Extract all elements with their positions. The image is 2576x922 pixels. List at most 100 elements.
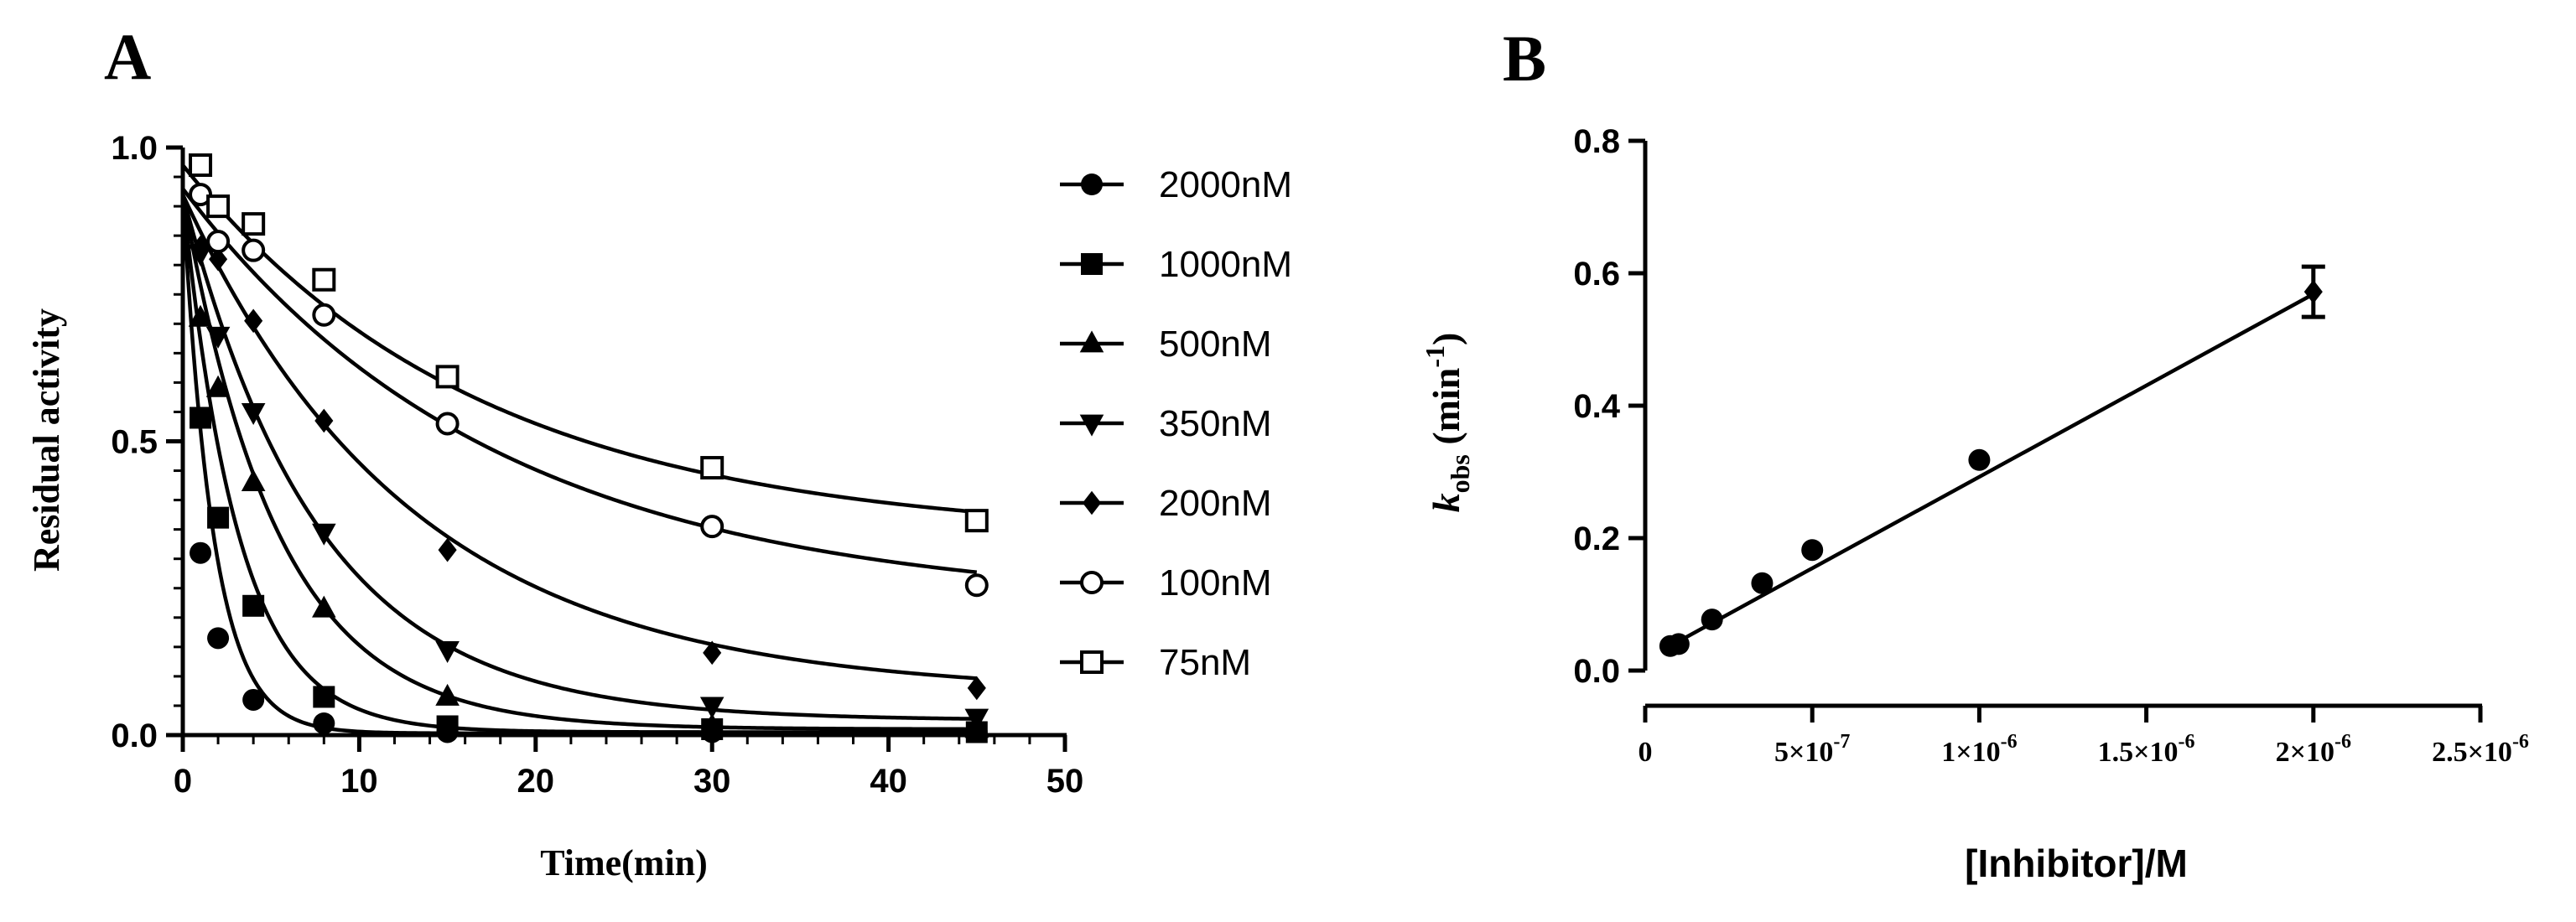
legend-marker [1081,174,1103,195]
point-500nM [699,712,724,735]
panel-b-point [1968,448,1991,471]
panel-b-x-tick-label: 1.5×10-6 [2098,731,2195,768]
legend-marker [1080,650,1104,674]
panel-b-x-axis-label: [Inhibitor]/M [1965,842,2188,885]
legend-item-2000nM: 2000nM [1060,164,1292,205]
legend-label: 350nM [1159,403,1272,444]
panel-b-x-tick-label: 5×10-7 [1774,731,1850,768]
legend-item-200nM: 200nM [1060,483,1272,524]
panel-b-y-label-k: k [1425,493,1467,512]
point-1000nM [242,594,265,617]
panel-a-label: A [104,20,151,93]
point-350nM [205,326,231,349]
legend-item-500nM: 500nM [1060,324,1272,365]
panel-a-x-tick-label: 40 [870,763,907,800]
point-200nM [314,408,334,433]
point-100nM [964,573,989,598]
point-75nM [242,212,266,236]
point-200nM [703,640,722,666]
point-100nM [206,230,231,254]
legend-label: 100nM [1159,562,1272,603]
point-500nM [205,375,231,397]
panel-b-x-tick-label: 2×10-6 [2276,731,2351,768]
panel-a-axes [180,148,1067,738]
point-200nM [438,537,457,562]
fit-curve-100nM [181,187,978,574]
point-1000nM [313,686,335,708]
legend-label: 500nM [1159,324,1272,365]
panel-b-y-tick-label: 0.8 [1573,123,1620,160]
legend-marker [1079,414,1104,437]
panel-a-points [188,153,989,743]
point-500nM [435,683,460,706]
point-500nM [312,595,336,618]
fit-curve-200nM [180,194,977,681]
point-2000nM [190,541,212,564]
panel-b-y-label-close: ) [1425,333,1467,345]
panel-b-point [1751,572,1774,594]
panel-b-y-tick-label: 0.2 [1573,521,1620,557]
point-75nM [964,509,989,533]
panel-b-x-tick-label: 1×10-6 [1941,731,2017,768]
panel-a-x-tick-label: 30 [693,763,731,800]
panel-a-ticks: 0 10 20 30 40 50 0.0 0.5 1.0 [111,130,1083,800]
panel-a: A 0 10 20 30 40 50 0.0 0.5 1.0 Time(min) Residua… [26,20,1292,883]
panel-b-label: B [1503,22,1546,95]
panel-b-ticks: 0.0 0.2 0.4 0.6 0.8 0 5×10-7 1×10-6 1.5×10-6 2×10… [1573,123,2529,768]
point-500nM [188,304,213,327]
panel-b-axes [1643,141,2482,708]
point-350nM [312,523,336,546]
legend-item-100nM: 100nM [1060,562,1272,603]
legend-label: 2000nM [1159,164,1292,205]
panel-a-x-tick-label: 10 [340,763,378,800]
legend-item-75nM: 75nM [1060,642,1251,683]
point-500nM [241,469,266,491]
point-350nM [964,708,989,731]
panel-b: B 0.0 0.2 0.4 0.6 0.8 0 5×10-7 1×10-6 1.5×10-6 2×… [1420,22,2529,885]
panel-a-y-tick-label: 1.0 [111,130,158,167]
point-75nM [189,153,213,178]
point-100nM [242,238,266,262]
point-350nM [699,697,724,719]
point-1000nM [190,407,212,429]
panel-a-fit-curves [180,163,978,736]
point-100nM [189,183,213,207]
legend-marker [1080,571,1104,594]
panel-a-legend: 2000nM 1000nM 500nM 350nM 200nM 100nM 75nM [1060,164,1292,683]
legend-item-1000nM: 1000nM [1060,244,1292,285]
panel-b-point [2303,279,2323,304]
panel-b-y-tick-label: 0.6 [1573,256,1620,293]
fit-curve-1000nM [180,194,977,734]
point-350nM [241,403,266,426]
point-200nM [209,246,228,272]
point-200nM [190,235,210,260]
panel-b-y-label-sub: obs [1445,454,1475,493]
point-350nM [435,640,460,663]
fit-curve-350nM [180,194,977,721]
panel-b-point [1667,633,1690,655]
panel-b-x-tick-label: 2.5×10-6 [2432,731,2529,768]
point-2000nM [207,627,230,650]
panel-a-y-tick-label: 0.5 [111,424,158,461]
fit-curve-500nM [180,194,977,732]
panel-b-point [1801,539,1824,562]
point-75nM [312,267,336,292]
panel-b-y-tick-label: 0.4 [1573,388,1620,425]
fit-curve-75nM [181,163,977,515]
legend-item-350nM: 350nM [1060,403,1272,444]
point-2000nM [313,712,335,734]
panel-b-fit-line-path [1669,292,2314,648]
panel-a-x-tick-label: 0 [174,763,192,800]
legend-label: 1000nM [1159,244,1292,285]
point-1000nM [207,506,230,529]
panel-a-y-tick-label: 0.0 [111,717,158,754]
legend-marker [1082,490,1102,515]
point-2000nM [242,688,265,711]
point-100nM [700,515,724,539]
panel-a-x-tick-label: 50 [1046,763,1084,800]
panel-b-y-label-units: (min [1425,368,1467,455]
panel-b-x-tick-label: 0 [1639,737,1653,768]
panel-b-y-tick-label: 0.0 [1573,653,1620,690]
point-75nM [206,194,231,219]
